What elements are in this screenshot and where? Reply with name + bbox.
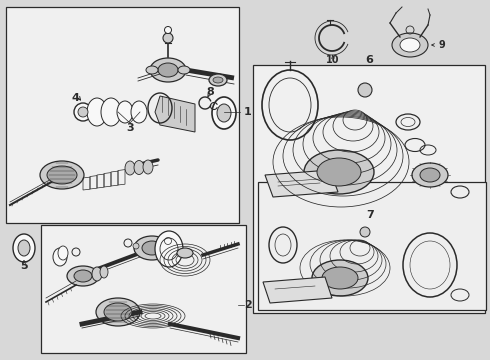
Circle shape bbox=[163, 33, 173, 43]
Text: 3: 3 bbox=[126, 123, 134, 133]
Ellipse shape bbox=[142, 241, 162, 255]
Bar bbox=[253, 65, 485, 313]
Ellipse shape bbox=[100, 266, 108, 278]
Text: 1: 1 bbox=[244, 107, 252, 117]
Ellipse shape bbox=[217, 104, 231, 122]
Ellipse shape bbox=[312, 260, 368, 296]
Circle shape bbox=[165, 27, 172, 33]
Text: 2: 2 bbox=[244, 300, 252, 310]
Ellipse shape bbox=[143, 160, 153, 174]
Ellipse shape bbox=[400, 38, 420, 52]
Ellipse shape bbox=[131, 101, 147, 123]
Ellipse shape bbox=[18, 240, 30, 256]
Ellipse shape bbox=[134, 161, 144, 175]
Ellipse shape bbox=[420, 168, 440, 182]
Ellipse shape bbox=[96, 298, 140, 326]
Text: 6: 6 bbox=[365, 55, 373, 65]
Ellipse shape bbox=[125, 161, 135, 175]
Text: 8: 8 bbox=[206, 87, 214, 97]
Ellipse shape bbox=[53, 248, 67, 266]
Circle shape bbox=[74, 103, 92, 121]
Ellipse shape bbox=[40, 161, 84, 189]
Text: 10: 10 bbox=[326, 55, 340, 65]
Ellipse shape bbox=[13, 234, 35, 262]
Ellipse shape bbox=[134, 236, 170, 260]
Text: 4: 4 bbox=[71, 93, 79, 103]
Ellipse shape bbox=[322, 267, 358, 289]
Ellipse shape bbox=[155, 231, 183, 267]
Ellipse shape bbox=[392, 33, 428, 57]
Circle shape bbox=[133, 243, 139, 249]
Ellipse shape bbox=[74, 270, 92, 282]
Ellipse shape bbox=[47, 166, 77, 184]
Ellipse shape bbox=[412, 163, 448, 187]
Circle shape bbox=[358, 83, 372, 97]
Polygon shape bbox=[155, 96, 195, 132]
Ellipse shape bbox=[177, 248, 193, 258]
Ellipse shape bbox=[212, 97, 236, 129]
Ellipse shape bbox=[304, 150, 374, 194]
Ellipse shape bbox=[92, 267, 102, 281]
Ellipse shape bbox=[317, 158, 361, 186]
Ellipse shape bbox=[67, 266, 99, 286]
Ellipse shape bbox=[209, 74, 227, 86]
Polygon shape bbox=[263, 277, 332, 303]
Text: 5: 5 bbox=[20, 261, 28, 271]
Ellipse shape bbox=[87, 98, 107, 126]
Ellipse shape bbox=[146, 66, 158, 74]
Ellipse shape bbox=[58, 246, 68, 260]
Text: 7: 7 bbox=[366, 210, 374, 220]
Ellipse shape bbox=[150, 58, 186, 82]
Circle shape bbox=[360, 227, 370, 237]
Ellipse shape bbox=[104, 303, 132, 321]
Ellipse shape bbox=[158, 63, 178, 77]
Bar bbox=[258, 182, 486, 310]
Polygon shape bbox=[265, 170, 338, 197]
Ellipse shape bbox=[117, 101, 133, 123]
Bar bbox=[6, 7, 239, 223]
Circle shape bbox=[78, 107, 88, 117]
Bar bbox=[41, 225, 246, 353]
Ellipse shape bbox=[178, 66, 190, 74]
Ellipse shape bbox=[101, 98, 121, 126]
Text: 9: 9 bbox=[438, 40, 445, 50]
Ellipse shape bbox=[213, 77, 223, 83]
